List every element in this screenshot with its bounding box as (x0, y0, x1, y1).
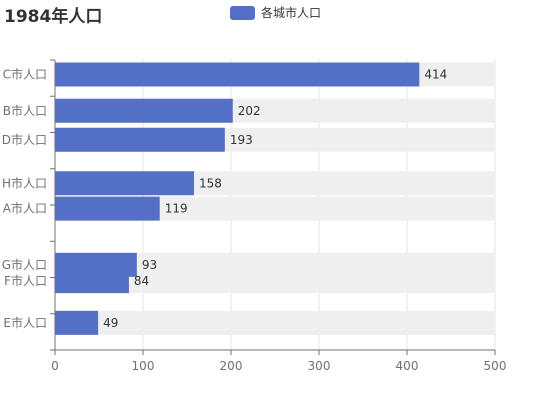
bar (55, 171, 195, 196)
y-tick-label: A市人口 (3, 201, 47, 216)
bar-value-label: 158 (199, 176, 222, 190)
x-tick-label: 500 (484, 359, 507, 373)
x-tick-label: 400 (396, 359, 419, 373)
y-tick-label: C市人口 (3, 67, 47, 82)
x-tick-label: 300 (308, 359, 331, 373)
legend-label: 各城市人口 (261, 6, 322, 20)
y-tick-label: E市人口 (3, 315, 47, 330)
y-tick-label: G市人口 (2, 257, 47, 272)
legend[interactable]: 各城市人口 (230, 4, 321, 21)
bar-value-label: 202 (238, 104, 261, 118)
bar (55, 98, 233, 123)
bar-value-label: 414 (424, 68, 447, 82)
background-bar (55, 310, 495, 335)
bar-value-label: 84 (134, 274, 149, 288)
x-tick-label: 200 (220, 359, 243, 373)
bar-value-label: 119 (165, 202, 188, 216)
y-tick-label: H市人口 (2, 175, 47, 190)
bar-value-label: 193 (230, 133, 253, 147)
x-tick-label: 100 (132, 359, 155, 373)
y-tick-label: B市人口 (3, 103, 47, 118)
bar (55, 196, 160, 221)
bar-value-label: 49 (103, 316, 118, 330)
y-tick-label: F市人口 (4, 273, 47, 288)
y-tick-label: D市人口 (2, 132, 47, 147)
legend-swatch (230, 5, 255, 20)
bar (55, 310, 99, 335)
bar-value-label: 93 (142, 258, 157, 272)
bar (55, 127, 225, 152)
bar (55, 62, 420, 87)
x-tick-label: 0 (51, 359, 59, 373)
bar (55, 269, 129, 294)
chart-title: 1984年人口 (4, 7, 103, 27)
